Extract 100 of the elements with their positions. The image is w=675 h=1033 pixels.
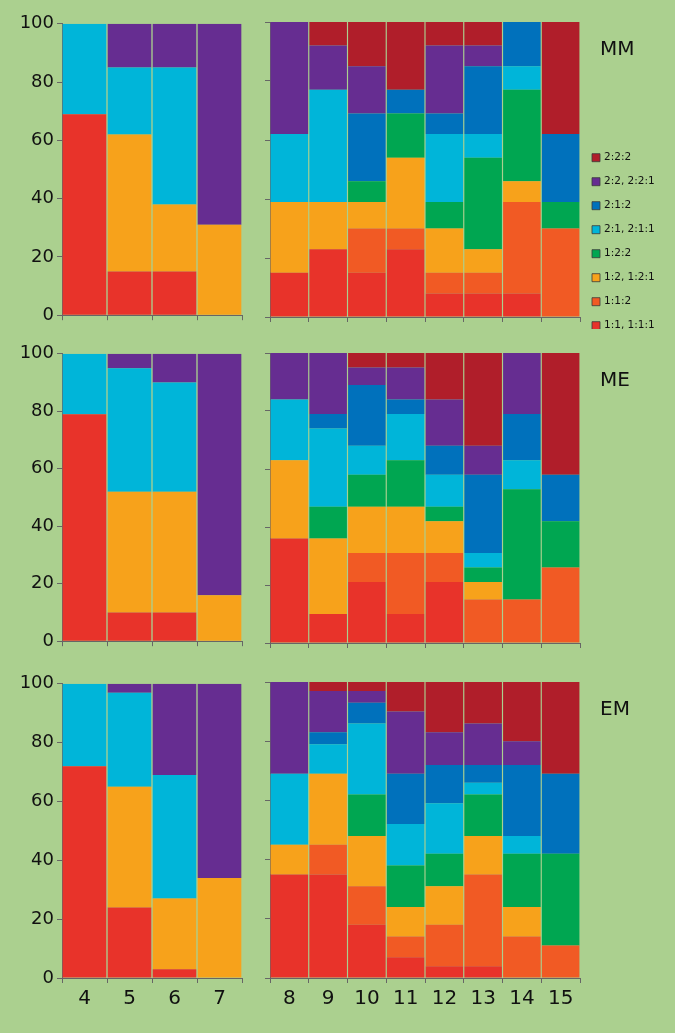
y-tick-label: 60	[31, 128, 54, 150]
y-tick-label: 20	[31, 244, 54, 266]
bar	[270, 773, 309, 845]
y-tick-label: 0	[42, 965, 54, 987]
bar	[197, 683, 242, 878]
y-tick-label: 0	[42, 628, 54, 650]
bar	[152, 23, 197, 68]
bar	[503, 460, 541, 490]
bar	[425, 521, 464, 554]
bar	[107, 368, 152, 492]
x-tick-label: 4	[78, 985, 91, 1010]
x-tick-label: 8	[283, 985, 296, 1010]
bar	[464, 835, 502, 875]
y-tick-label: 20	[31, 906, 54, 928]
bar	[62, 353, 107, 415]
bar	[464, 794, 502, 836]
bar	[152, 353, 197, 383]
y-tick-label: 0	[42, 302, 54, 324]
bar	[62, 114, 107, 315]
x-tick-label: 7	[213, 985, 226, 1010]
x-tick-label: 13	[470, 985, 496, 1010]
bar	[425, 474, 464, 507]
legend-label: 2:2:2	[604, 150, 632, 163]
bar	[107, 23, 152, 68]
x-tick-label: 14	[509, 985, 535, 1010]
bar	[386, 824, 425, 866]
text: ME	[600, 367, 630, 391]
legend-label: 1:1, 1:1:1	[604, 318, 655, 331]
y-tick-label: 60	[31, 789, 54, 811]
bar	[386, 113, 425, 158]
bar	[62, 683, 107, 767]
bar	[107, 353, 152, 369]
bar	[197, 224, 242, 315]
x-tick-label: 12	[431, 985, 458, 1010]
bar	[503, 353, 541, 414]
bar	[107, 612, 152, 641]
bar	[425, 582, 464, 643]
x-tick-label: 6	[168, 985, 181, 1010]
bar	[62, 414, 107, 641]
y-tick-label: 60	[31, 456, 54, 478]
bar	[348, 886, 386, 925]
x-tick-label: 9	[321, 985, 335, 1010]
x-tick-label: 5	[123, 985, 136, 1010]
bar	[309, 506, 347, 539]
y-tick-label: 100	[19, 11, 54, 33]
bar	[152, 683, 197, 775]
bar	[152, 271, 197, 315]
bar	[107, 907, 152, 978]
bar	[309, 732, 347, 745]
bar	[348, 113, 386, 182]
text: MM	[600, 36, 635, 60]
bar	[107, 692, 152, 787]
x-tick-label: 10	[354, 985, 380, 1010]
bar	[541, 353, 580, 475]
text: EM	[600, 696, 630, 720]
bar	[425, 445, 464, 475]
bar	[197, 23, 242, 225]
bar	[464, 582, 502, 600]
bar	[107, 786, 152, 908]
legend-label: 1:2, 1:2:1	[604, 270, 655, 283]
bar	[107, 271, 152, 315]
y-tick-label: 40	[31, 513, 54, 535]
bar	[425, 803, 464, 854]
bar	[107, 67, 152, 135]
bar	[152, 491, 197, 613]
bar	[386, 89, 425, 114]
bar	[541, 134, 580, 202]
y-tick-label: 40	[31, 847, 54, 869]
bar	[386, 711, 425, 774]
bar	[152, 969, 197, 978]
bar	[425, 553, 464, 583]
bar	[348, 181, 386, 202]
y-tick-label: 80	[31, 69, 54, 91]
bar	[197, 877, 242, 978]
x-tick-label: 11	[392, 985, 419, 1010]
bar	[503, 66, 541, 90]
legend-label: 2:1:2	[604, 198, 632, 211]
bar	[464, 782, 502, 795]
bar	[152, 898, 197, 970]
bar	[425, 399, 464, 446]
bar	[541, 22, 580, 135]
bar	[107, 491, 152, 613]
bar	[152, 382, 197, 492]
bar	[197, 595, 242, 641]
bar	[464, 445, 502, 475]
bar	[152, 612, 197, 641]
bar	[309, 844, 347, 875]
bar	[107, 134, 152, 272]
bar	[62, 766, 107, 978]
bar	[425, 886, 464, 925]
bar	[270, 460, 309, 539]
legend-label: 1:1:2	[604, 294, 632, 307]
y-tick-label: 80	[31, 398, 54, 420]
bar	[425, 853, 464, 887]
bar	[425, 506, 464, 522]
bar	[503, 835, 541, 854]
bar	[152, 204, 197, 272]
y-tick-label: 20	[31, 571, 54, 593]
bar	[386, 773, 425, 825]
bar	[386, 936, 425, 958]
